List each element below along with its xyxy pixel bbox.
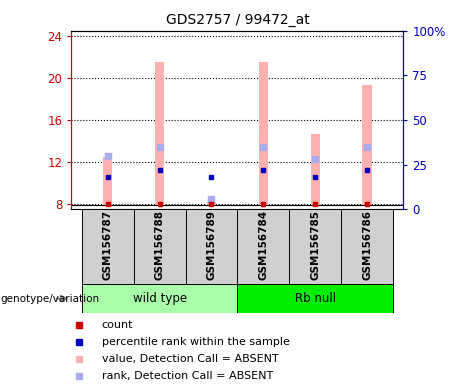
Bar: [237, 209, 290, 284]
Text: value, Detection Call = ABSENT: value, Detection Call = ABSENT: [102, 354, 278, 364]
Bar: [134, 209, 185, 284]
Text: Rb null: Rb null: [295, 292, 336, 305]
Text: GSM156789: GSM156789: [207, 210, 217, 280]
Bar: [185, 209, 237, 284]
Text: GSM156786: GSM156786: [362, 210, 372, 280]
Text: percentile rank within the sample: percentile rank within the sample: [102, 337, 290, 347]
Bar: [259, 62, 268, 205]
Text: GSM156784: GSM156784: [258, 210, 268, 280]
Bar: [311, 134, 320, 205]
Bar: [290, 209, 341, 284]
Text: rank, Detection Call = ABSENT: rank, Detection Call = ABSENT: [102, 371, 273, 381]
Text: count: count: [102, 320, 133, 330]
Bar: [82, 209, 134, 284]
Text: GSM156788: GSM156788: [154, 210, 165, 280]
Bar: [207, 202, 216, 205]
Text: GSM156787: GSM156787: [103, 210, 113, 280]
Bar: [103, 157, 112, 205]
Text: genotype/variation: genotype/variation: [0, 293, 99, 304]
Text: wild type: wild type: [133, 292, 187, 305]
Bar: [341, 209, 393, 284]
Bar: [237, 284, 393, 313]
Bar: [155, 62, 164, 205]
Bar: [82, 284, 237, 313]
Bar: [362, 85, 372, 205]
Title: GDS2757 / 99472_at: GDS2757 / 99472_at: [165, 13, 309, 27]
Text: GSM156785: GSM156785: [310, 210, 320, 280]
